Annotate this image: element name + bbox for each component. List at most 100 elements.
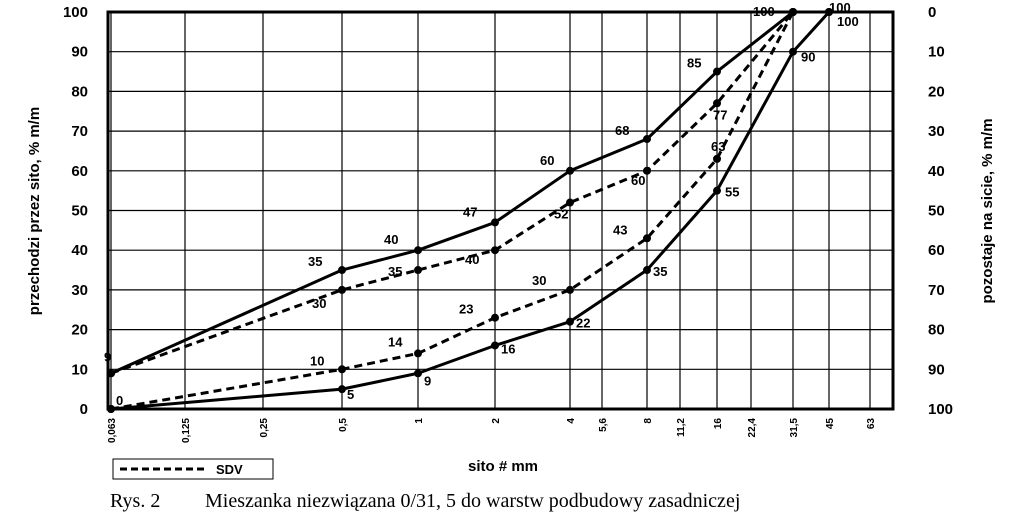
data-point — [789, 47, 797, 56]
data-point — [414, 369, 422, 378]
y-right-tick-label: 100 — [928, 401, 953, 418]
y-right-tick-label: 0 — [928, 4, 936, 21]
y-right-tick-label: 20 — [928, 83, 945, 100]
point-label: 40 — [465, 252, 479, 267]
point-label: 52 — [554, 207, 568, 222]
x-tick-label: 0,5 — [338, 418, 349, 432]
plot-frame — [106, 10, 895, 411]
point-label: 63 — [711, 139, 725, 154]
point-label: 55 — [725, 185, 739, 200]
data-point — [566, 166, 574, 175]
data-point — [414, 246, 422, 255]
y-right-tick-label: 90 — [928, 361, 945, 378]
x-tick-label: 4 — [566, 418, 577, 424]
x-tick-label: 31,5 — [789, 418, 800, 438]
y-left-tick-label: 50 — [71, 203, 88, 220]
y-axis-left-ticks: 0 10 20 30 40 50 60 70 80 90 100 — [63, 4, 88, 418]
legend-label-sdv: SDV — [216, 462, 243, 477]
point-label: 35 — [653, 264, 667, 279]
point-label: 35 — [388, 264, 402, 279]
dashed-series-line-2 — [110, 11, 795, 375]
data-point — [643, 166, 651, 175]
data-point — [491, 341, 499, 350]
data-point — [713, 67, 721, 76]
y-right-tick-label: 30 — [928, 123, 945, 140]
x-tick-label: 16 — [713, 418, 724, 430]
y-right-tick-label: 40 — [928, 163, 945, 180]
figure-number: Rys. 2 — [110, 490, 160, 512]
point-label: 16 — [501, 341, 515, 356]
data-point — [566, 285, 574, 294]
data-point — [713, 99, 721, 108]
x-tick-label: 2 — [491, 418, 502, 424]
data-point — [414, 266, 422, 275]
x-tick-label: 1 — [414, 418, 425, 424]
point-label: 5 — [347, 387, 354, 402]
y-left-tick-label: 60 — [71, 163, 88, 180]
data-point — [338, 266, 346, 275]
point-label: 9 — [104, 349, 111, 364]
y-left-tick-label: 100 — [63, 4, 88, 21]
data-point — [491, 246, 499, 255]
data-point — [107, 405, 115, 413]
data-point — [825, 8, 833, 16]
x-tick-label: 45 — [825, 418, 836, 430]
y-right-tick-label: 80 — [928, 322, 945, 339]
point-label: 9 — [424, 373, 431, 388]
y-right-tick-label: 10 — [928, 44, 945, 61]
point-label: 77 — [713, 107, 727, 122]
point-label: 40 — [384, 232, 398, 247]
y-axis-left-title: przechodzi przez sito, % m/m — [26, 107, 43, 315]
point-label: 43 — [613, 222, 627, 237]
point-label: 60 — [631, 173, 645, 188]
data-point — [566, 198, 574, 207]
data-point — [338, 385, 346, 394]
y-left-tick-label: 80 — [71, 83, 88, 100]
dashed-series-line-3 — [110, 11, 795, 411]
point-label: 60 — [540, 153, 554, 168]
data-point — [643, 266, 651, 275]
y-left-tick-label: 20 — [71, 322, 88, 339]
point-label: 10 — [310, 353, 324, 368]
y-right-tick-label: 60 — [928, 242, 945, 259]
data-point — [566, 317, 574, 326]
point-label: 22 — [576, 316, 590, 331]
x-tick-label: 0,125 — [181, 418, 192, 443]
y-right-tick-label: 50 — [928, 203, 945, 220]
data-point — [491, 313, 499, 322]
x-axis-ticks: 0,063 0,125 0,25 0,5 1 2 4 5,6 8 11,2 16 22,4 31,5 45… — [107, 418, 877, 443]
x-tick-label: 0,25 — [259, 418, 270, 438]
point-label: 23 — [459, 302, 473, 317]
data-point — [338, 285, 346, 294]
y-right-tick-label: 70 — [928, 282, 945, 299]
data-point — [414, 349, 422, 358]
data-point — [789, 8, 797, 16]
legend: SDV — [112, 458, 274, 480]
point-label: 35 — [308, 254, 322, 269]
y-left-tick-label: 0 — [80, 401, 88, 418]
solid-series-line-0 — [110, 10, 829, 375]
point-label: 90 — [801, 50, 815, 65]
data-point — [491, 218, 499, 227]
x-tick-label: 8 — [643, 418, 654, 424]
y-left-tick-label: 30 — [71, 282, 88, 299]
data-point — [713, 186, 721, 195]
x-axis-title: sito # mm — [468, 458, 538, 475]
point-label: 14 — [388, 334, 403, 349]
data-point — [338, 365, 346, 374]
y-left-tick-label: 40 — [71, 242, 88, 259]
x-tick-label: 63 — [866, 418, 877, 430]
point-label: 100 — [753, 4, 775, 19]
x-tick-label: 11,2 — [676, 418, 687, 437]
figure-title: Mieszanka niezwiązana 0/31, 5 do warstw … — [205, 490, 740, 512]
point-label: 30 — [312, 296, 326, 311]
data-point — [713, 154, 721, 163]
x-tick-label: 22,4 — [747, 418, 758, 438]
point-label: 30 — [532, 273, 546, 288]
y-left-tick-label: 90 — [71, 44, 88, 61]
y-left-tick-label: 70 — [71, 123, 88, 140]
series-layer — [107, 8, 833, 413]
